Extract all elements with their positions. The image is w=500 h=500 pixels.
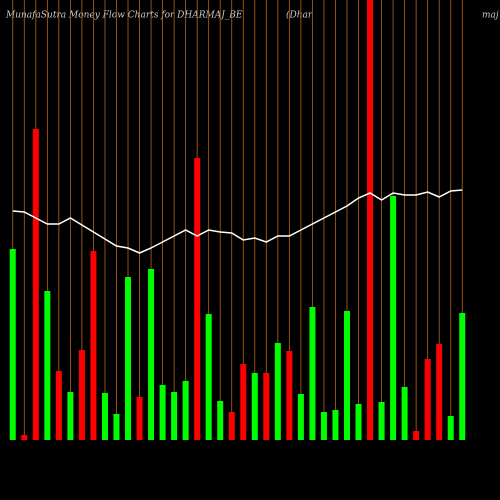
bar <box>90 251 97 440</box>
bar <box>9 249 16 440</box>
money-flow-line <box>12 189 463 254</box>
chart-subtitle: (Dhar <box>286 10 313 21</box>
bar <box>274 343 281 440</box>
bar <box>171 392 178 440</box>
bar <box>136 397 143 440</box>
bar <box>67 392 74 440</box>
chart-title: MunafaSutra Money Flow Charts for DHARMA… <box>5 11 243 21</box>
bar <box>217 401 224 440</box>
bar <box>401 387 408 440</box>
bar <box>240 364 247 440</box>
bar <box>413 431 420 440</box>
bar <box>182 381 189 440</box>
bar <box>297 394 304 440</box>
bar <box>390 196 397 440</box>
bar <box>309 307 316 440</box>
bar <box>113 414 120 440</box>
bar <box>447 416 454 440</box>
bar <box>424 359 431 440</box>
bar <box>378 402 385 440</box>
bar <box>55 371 62 440</box>
bar <box>78 350 85 440</box>
bar <box>263 373 270 440</box>
bar <box>320 412 327 440</box>
bar <box>44 291 51 440</box>
bar <box>194 158 201 440</box>
bar <box>343 311 350 440</box>
bar <box>148 269 155 440</box>
bar <box>286 351 293 440</box>
bar <box>101 393 108 440</box>
bar <box>228 412 235 440</box>
chart-subtitle-cont: maj <box>482 11 499 21</box>
bar <box>355 404 362 440</box>
bar <box>367 0 374 440</box>
bar <box>436 344 443 440</box>
bar <box>332 410 339 440</box>
bar <box>205 314 212 440</box>
bar <box>159 385 166 440</box>
bar <box>251 373 258 440</box>
bar <box>459 313 466 440</box>
bar <box>125 277 132 440</box>
bar <box>21 435 28 440</box>
bar <box>32 129 39 440</box>
